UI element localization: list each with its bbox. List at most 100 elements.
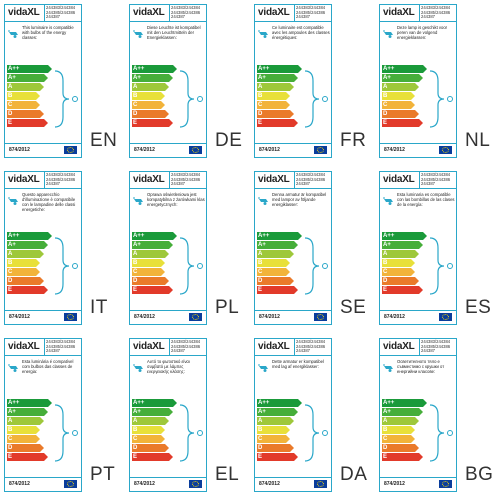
regulation-number: 874/2012 [384,481,405,487]
energy-class-bar: C [257,268,290,276]
class-range-brace [426,403,456,463]
eu-flag-icon [189,146,202,154]
energy-class-bar: A++ [382,65,427,73]
model-numbers: 244383/244384 244385/244386 244387 [296,339,326,354]
energy-label-card: vidaXL 244383/244384 244385/244386 244387… [125,334,243,495]
eu-flag-icon [314,313,327,321]
regulation-number: 874/2012 [9,147,30,153]
lamp-icon [383,193,395,205]
energy-class-bar: E [257,453,298,461]
label-header: vidaXL 244383/244384 244385/244386 244387 [5,339,81,356]
energy-class-bar: B [257,426,290,434]
header-divider [169,5,170,21]
energy-class-bar: A++ [132,399,177,407]
header-divider [419,172,420,188]
energy-class-scale: A++ A+ A B C D E [382,399,427,462]
energy-label: vidaXL 244383/244384 244385/244386 244387… [254,338,332,492]
energy-class-bar: A+ [132,241,173,249]
lamp-icon [258,360,270,372]
energy-class-bar: A+ [382,241,423,249]
label-footer: 874/2012 [380,310,456,324]
energy-class-bar: B [382,259,415,267]
energy-class-bar: C [257,101,290,109]
energy-label-card: vidaXL 244383/244384 244385/244386 244387… [250,0,368,161]
compatibility-text: Dette armatur er kompatibel med lag af e… [272,359,324,369]
brand-name: vidaXL [8,174,40,185]
energy-label-card: vidaXL 244383/244384 244385/244386 244387… [375,167,493,328]
energy-class-bar: C [132,435,165,443]
energy-class-bar: E [257,119,298,127]
energy-class-scale: A++ A+ A B C D E [7,399,52,462]
energy-label-card: vidaXL 244383/244384 244385/244386 244387… [375,0,493,161]
compatibility-text: This luminaire is compatible with bulbs … [22,25,74,40]
class-range-brace [176,69,206,129]
class-range-brace [176,403,206,463]
energy-label-card: vidaXL 244383/244384 244385/244386 244387… [250,334,368,495]
model-numbers: 244383/244384 244385/244386 244387 [46,5,76,20]
energy-class-bar: C [7,101,40,109]
lamp-icon [8,193,20,205]
energy-label: vidaXL 244383/244384 244385/244386 244387… [379,171,457,325]
label-header: vidaXL 244383/244384 244385/244386 244387 [130,172,206,189]
model-numbers: 244383/244384 244385/244386 244387 [46,339,76,354]
label-header: vidaXL 244383/244384 244385/244386 244387 [255,172,331,189]
energy-class-bar: A+ [382,408,423,416]
energy-label-card: vidaXL 244383/244384 244385/244386 244387… [0,334,118,495]
energy-class-bar: A++ [132,65,177,73]
brand-name: vidaXL [8,341,40,352]
model-numbers: 244383/244384 244385/244386 244387 [421,172,451,187]
language-code: ES [465,297,492,318]
lamp-icon [258,193,270,205]
energy-label-card: vidaXL 244383/244384 244385/244386 244387… [0,0,118,161]
label-header: vidaXL 244383/244384 244385/244386 244387 [380,172,456,189]
label-footer: 874/2012 [130,310,206,324]
lamp-icon [133,193,145,205]
model-numbers: 244383/244384 244385/244386 244387 [46,172,76,187]
regulation-number: 874/2012 [134,147,155,153]
label-footer: 874/2012 [255,310,331,324]
lamp-icon [383,26,395,38]
energy-class-bar: A [7,417,44,425]
class-range-brace [426,69,456,129]
energy-label: vidaXL 244383/244384 244385/244386 244387… [129,4,207,158]
energy-class-bar: A+ [257,241,298,249]
regulation-number: 874/2012 [9,481,30,487]
energy-class-bar: A [382,417,419,425]
language-code: EN [90,130,118,151]
energy-class-bar: E [7,119,48,127]
brand-name: vidaXL [258,341,290,352]
model-numbers: 244383/244384 244385/244386 244387 [171,339,201,354]
language-code: SE [340,297,367,318]
energy-class-bar: B [257,259,290,267]
language-code: NL [465,130,491,151]
energy-class-scale: A++ A+ A B C D E [132,65,177,128]
energy-class-scale: A++ A+ A B C D E [132,232,177,295]
energy-class-bar: C [7,435,40,443]
energy-class-bar: D [7,277,44,285]
energy-class-bar: E [7,453,48,461]
energy-class-bar: B [7,259,40,267]
class-range-brace [51,236,81,296]
compatibility-text: Oprawa oświetleniowa jest kompatybilna z… [147,192,205,207]
brand-name: vidaXL [8,7,40,18]
eu-flag-icon [439,313,452,321]
energy-class-bar: A [382,83,419,91]
label-header: vidaXL 244383/244384 244385/244386 244387 [255,339,331,356]
energy-class-bar: A [382,250,419,258]
language-code: BG [465,464,494,485]
energy-class-bar: D [7,110,44,118]
label-header: vidaXL 244383/244384 244385/244386 244387 [130,5,206,22]
class-range-brace [51,403,81,463]
label-footer: 874/2012 [380,477,456,491]
eu-flag-icon [314,480,327,488]
regulation-number: 874/2012 [259,481,280,487]
energy-label: vidaXL 244383/244384 244385/244386 244387… [4,4,82,158]
language-code: IT [90,297,108,318]
brand-name: vidaXL [133,7,165,18]
energy-class-bar: A [257,417,294,425]
energy-class-bar: A++ [382,399,427,407]
label-header: vidaXL 244383/244384 244385/244386 244387 [380,339,456,356]
energy-class-bar: E [132,286,173,294]
language-code: DE [215,130,243,151]
